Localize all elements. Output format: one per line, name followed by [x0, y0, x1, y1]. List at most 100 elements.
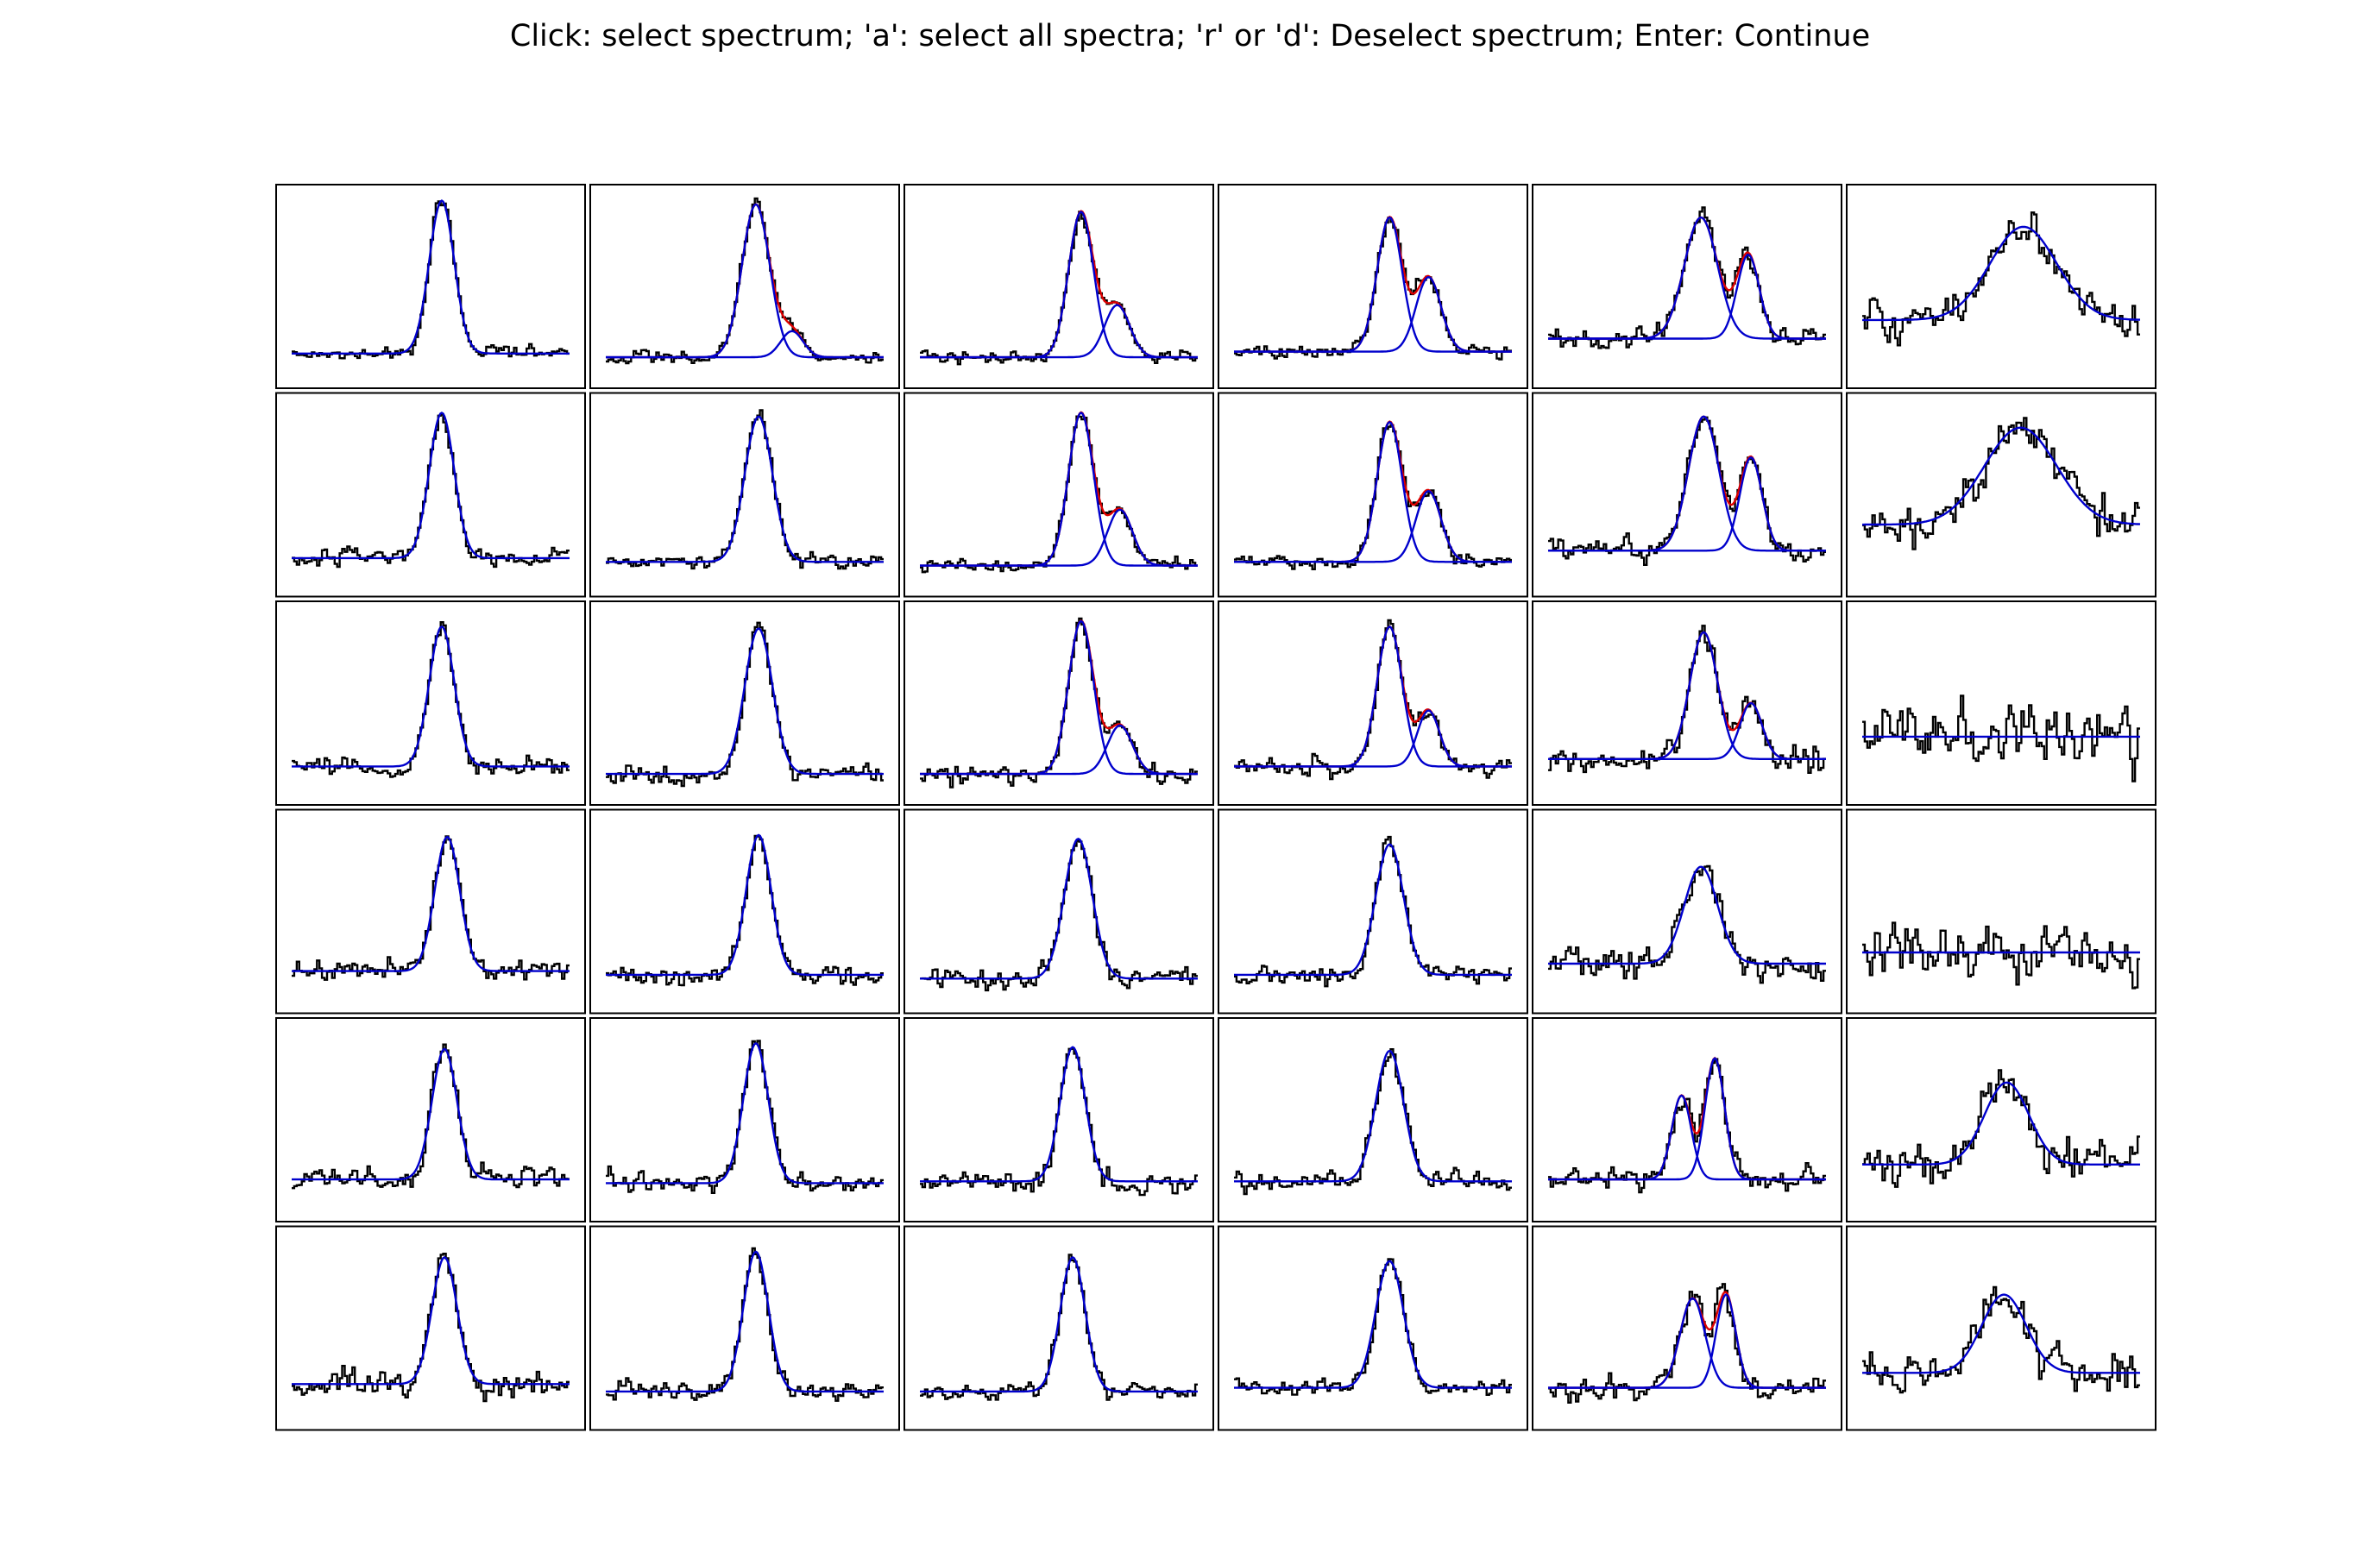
panel-frame[interactable]: [1532, 184, 1842, 389]
fit-component-2: [606, 330, 884, 359]
spectrum-trace: [1862, 417, 2140, 550]
panel-frame[interactable]: [1846, 392, 2156, 598]
spectrum-trace: [1862, 211, 2140, 347]
fit-component-1: [1862, 225, 2140, 322]
spectrum-trace: [1548, 864, 1826, 984]
spectrum-panel-r4-c0[interactable]: [275, 1017, 586, 1222]
fit-component-1: [920, 1255, 1198, 1393]
panel-frame[interactable]: [275, 600, 586, 806]
panel-frame[interactable]: [1532, 392, 1842, 598]
fit-component-2: [1548, 1057, 1826, 1181]
panel-frame[interactable]: [1846, 600, 2156, 806]
spectrum-panel-r0-c0[interactable]: [275, 184, 586, 389]
fit-component-1: [1862, 1293, 2140, 1374]
instructions-title: Click: select spectrum; 'a': select all …: [509, 19, 1871, 53]
spectrum-panel-r4-c1[interactable]: [589, 1017, 900, 1222]
spectrum-trace: [1234, 1048, 1512, 1196]
panel-frame[interactable]: [275, 1017, 586, 1222]
fit-component-1: [292, 199, 570, 355]
panel-frame[interactable]: [1532, 1225, 1842, 1431]
spectrum-panel-r3-c3[interactable]: [1218, 808, 1528, 1015]
spectrum-panel-r4-c4[interactable]: [1532, 1017, 1842, 1222]
fit-component-2: [1234, 709, 1512, 768]
panel-frame[interactable]: [1846, 808, 2156, 1015]
spectrum-panel-r2-c0[interactable]: [275, 600, 586, 806]
fit-component-2: [920, 724, 1198, 776]
spectrum-trace: [1234, 1258, 1512, 1396]
fit-component-1: [920, 1046, 1198, 1183]
panel-frame[interactable]: [1532, 1017, 1842, 1222]
fit-component-2: [1548, 1293, 1826, 1389]
fit-component-1: [606, 1250, 884, 1393]
spectrum-panel-r1-c0[interactable]: [275, 392, 586, 598]
spectrum-panel-r3-c1[interactable]: [589, 808, 900, 1015]
spectrum-panel-r3-c2[interactable]: [904, 808, 1214, 1015]
fit-component-1: [606, 1041, 884, 1185]
spectrum-panel-r4-c2[interactable]: [904, 1017, 1214, 1222]
spectrum-panel-r0-c1[interactable]: [589, 184, 900, 389]
spectrum-panel-r0-c5[interactable]: [1846, 184, 2156, 389]
fit-component-1: [1548, 865, 1826, 965]
spectrum-panel-r4-c3[interactable]: [1218, 1017, 1528, 1222]
fit-component-1: [292, 835, 570, 972]
fit-component-2: [920, 304, 1198, 359]
panel-frame[interactable]: [1218, 184, 1528, 389]
spectrum-panel-r5-c3[interactable]: [1218, 1225, 1528, 1431]
fit-component-1: [1234, 843, 1512, 977]
spectrum-panel-r3-c4[interactable]: [1532, 808, 1842, 1015]
panel-frame[interactable]: [589, 1017, 900, 1222]
panel-frame[interactable]: [1532, 808, 1842, 1015]
fit-component-1: [292, 1256, 570, 1386]
spectrum-panel-r2-c5[interactable]: [1846, 600, 2156, 806]
spectrum-trace: [1548, 416, 1826, 566]
spectrum-panel-r5-c1[interactable]: [589, 1225, 900, 1431]
spectrum-panel-r2-c3[interactable]: [1218, 600, 1528, 806]
panel-frame[interactable]: [904, 808, 1214, 1015]
fit-component-1: [606, 627, 884, 776]
spectrum-panel-r1-c4[interactable]: [1532, 392, 1842, 598]
fit-component-1: [1234, 1260, 1512, 1389]
panel-frame[interactable]: [1846, 1225, 2156, 1431]
fit-component-1: [292, 412, 570, 560]
spectrum-panel-r1-c1[interactable]: [589, 392, 900, 598]
spectrum-panel-r1-c5[interactable]: [1846, 392, 2156, 598]
fit-component-1: [292, 1047, 570, 1181]
spectrum-trace: [606, 834, 884, 987]
spectrum-panel-r2-c2[interactable]: [904, 600, 1214, 806]
spectrum-panel-r1-c2[interactable]: [904, 392, 1214, 598]
spectrum-panel-r3-c5[interactable]: [1846, 808, 2156, 1015]
fit-component-2: [1234, 275, 1512, 353]
spectrum-trace: [1862, 1069, 2140, 1188]
panel-frame[interactable]: [904, 1017, 1214, 1222]
fit-component-2: [1234, 489, 1512, 563]
spectrum-panel-r1-c3[interactable]: [1218, 392, 1528, 598]
panel-frame[interactable]: [275, 1225, 586, 1431]
spectrum-trace: [292, 1043, 570, 1190]
spectrum-panel-r5-c5[interactable]: [1846, 1225, 2156, 1431]
spectrum-panel-r0-c3[interactable]: [1218, 184, 1528, 389]
spectrum-panel-r0-c2[interactable]: [904, 184, 1214, 389]
fit-component-1: [1862, 426, 2141, 526]
spectrum-panel-r0-c4[interactable]: [1532, 184, 1842, 389]
panel-frame[interactable]: [1846, 1017, 2156, 1222]
panel-frame[interactable]: [1846, 184, 2156, 389]
spectrum-panel-r2-c1[interactable]: [589, 600, 900, 806]
panel-frame[interactable]: [589, 1225, 900, 1431]
fit-component-2: [1548, 253, 1826, 340]
spectrum-panel-r3-c0[interactable]: [275, 808, 586, 1015]
fit-component-2: [1548, 456, 1826, 552]
spectrum-trace: [1548, 206, 1826, 349]
spectrum-trace: [606, 621, 884, 788]
panel-frame[interactable]: [275, 392, 586, 598]
spectrum-panel-r5-c0[interactable]: [275, 1225, 586, 1431]
fit-component-1: [606, 415, 884, 563]
spectrum-trace: [1862, 1285, 2140, 1394]
spectrum-panel-r4-c5[interactable]: [1846, 1017, 2156, 1222]
spectrum-panel-r5-c4[interactable]: [1532, 1225, 1842, 1431]
fit-component-1: [292, 625, 570, 768]
spectrum-panel-r5-c2[interactable]: [904, 1225, 1214, 1431]
panel-frame[interactable]: [275, 184, 586, 389]
spectrum-trace: [1548, 1283, 1826, 1404]
spectrum-panel-r2-c4[interactable]: [1532, 600, 1842, 806]
